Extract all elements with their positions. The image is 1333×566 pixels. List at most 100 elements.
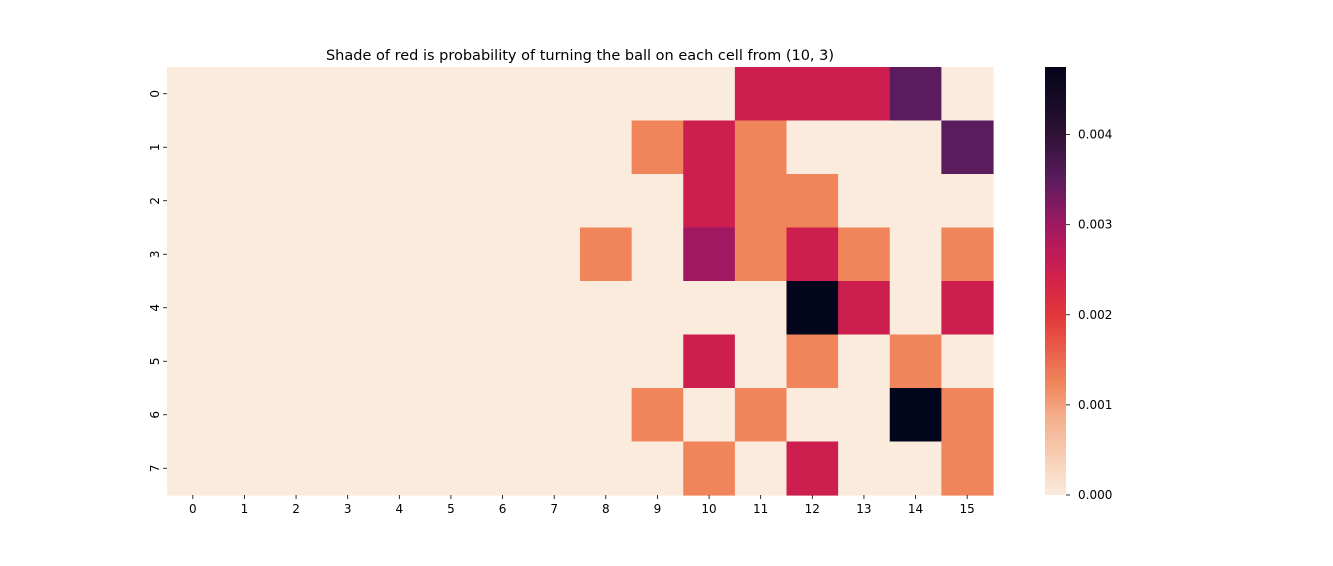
heatmap-cell: [321, 67, 375, 122]
heatmap-cell: [786, 334, 839, 389]
heatmap-cell: [528, 281, 581, 336]
heatmap-cell: [786, 174, 839, 229]
heatmap-cell: [631, 441, 684, 496]
heatmap-cell: [373, 334, 426, 389]
x-tick-label: 9: [654, 502, 662, 516]
heatmap-cell: [425, 441, 478, 496]
y-tick-label: 6: [148, 411, 162, 419]
heatmap-cell: [889, 441, 942, 496]
heatmap-cell: [838, 174, 891, 229]
x-tick-label: 4: [395, 502, 403, 516]
heatmap-cell: [889, 388, 942, 443]
heatmap-cell: [167, 441, 220, 496]
colorbar-tick-label: 0.001: [1078, 398, 1112, 412]
heatmap-cell: [528, 67, 581, 122]
colorbar-tick-label: 0.003: [1078, 218, 1112, 232]
heatmap-cell: [321, 334, 375, 389]
heatmap-cell: [734, 227, 788, 282]
chart-title: Shade of red is probability of turning t…: [326, 48, 834, 64]
heatmap-cell: [838, 67, 891, 122]
heatmap-cell: [786, 67, 839, 122]
heatmap-cell: [838, 388, 891, 443]
heatmap-cell: [889, 174, 942, 229]
y-tick-label: 4: [148, 304, 162, 312]
heatmap-cell: [167, 120, 220, 175]
y-tick-label: 0: [148, 90, 162, 98]
y-tick-label: 2: [148, 197, 162, 205]
heatmap-cell: [425, 334, 478, 389]
heatmap-cell: [218, 281, 271, 336]
heatmap-cell: [528, 334, 581, 389]
heatmap-cell: [941, 388, 994, 443]
heatmap-cell: [889, 227, 942, 282]
heatmap-cell: [941, 67, 994, 122]
heatmap-cell: [270, 174, 323, 229]
heatmap-cell: [476, 281, 529, 336]
heatmap-cell: [631, 334, 684, 389]
heatmap-cell: [683, 227, 736, 282]
x-tick-label: 3: [344, 502, 352, 516]
heatmap-cell: [580, 67, 633, 122]
heatmap-cell: [734, 174, 788, 229]
heatmap-cell: [580, 174, 633, 229]
heatmap-cell: [476, 334, 529, 389]
heatmap-cell: [528, 120, 581, 175]
heatmap-cell: [683, 174, 736, 229]
x-tick-label: 2: [292, 502, 300, 516]
heatmap-cell: [373, 120, 426, 175]
heatmap-cell: [941, 334, 994, 389]
heatmap-cell: [941, 227, 994, 282]
colorbar-ticks: 0.000 0.001 0.002 0.003 0.004: [1066, 128, 1112, 502]
heatmap-cell: [889, 120, 942, 175]
heatmap-cell: [631, 281, 684, 336]
heatmap-cell: [321, 281, 375, 336]
heatmap-cell: [425, 227, 478, 282]
heatmap-cell: [838, 281, 891, 336]
x-tick-label: 1: [241, 502, 249, 516]
heatmap-cell: [631, 227, 684, 282]
heatmap-cell: [321, 120, 375, 175]
heatmap-cell: [218, 227, 271, 282]
heatmap-cell: [683, 388, 736, 443]
heatmap-cell: [218, 388, 271, 443]
heatmap-cell: [373, 281, 426, 336]
heatmap-cell: [838, 120, 891, 175]
heatmap-cell: [373, 388, 426, 443]
heatmap-cell: [580, 227, 633, 282]
heatmap-cell: [580, 120, 633, 175]
heatmap-cell: [631, 120, 684, 175]
heatmap-cell: [941, 174, 994, 229]
heatmap-cell: [373, 67, 426, 122]
heatmap-cell: [218, 334, 271, 389]
x-tick-label: 11: [753, 502, 768, 516]
x-tick-label: 12: [805, 502, 820, 516]
heatmap-cell: [321, 227, 375, 282]
heatmap-cell: [580, 281, 633, 336]
heatmap-cell: [734, 281, 788, 336]
heatmap-cell: [889, 67, 942, 122]
x-tick-label: 6: [499, 502, 507, 516]
heatmap-cell: [889, 281, 942, 336]
heatmap-cell: [528, 227, 581, 282]
heatmap-cell: [683, 281, 736, 336]
heatmap-cell: [476, 174, 529, 229]
colorbar-tick-label: 0.000: [1078, 488, 1112, 502]
heatmap-cell: [476, 388, 529, 443]
x-tick-label: 14: [908, 502, 923, 516]
heatmap-cell: [218, 67, 271, 122]
heatmap-cell: [425, 388, 478, 443]
heatmap-cell: [218, 174, 271, 229]
heatmap-cell: [838, 441, 891, 496]
heatmap-cell: [786, 281, 839, 336]
heatmap-cell: [270, 388, 323, 443]
heatmap-cell: [425, 67, 478, 122]
heatmap-cell: [321, 441, 375, 496]
heatmap-cell: [476, 67, 529, 122]
heatmap-cell: [734, 67, 788, 122]
heatmap-cell: [631, 67, 684, 122]
heatmap-cell: [167, 388, 220, 443]
heatmap-cell: [734, 388, 788, 443]
heatmap-cell: [167, 281, 220, 336]
x-tick-label: 8: [602, 502, 610, 516]
